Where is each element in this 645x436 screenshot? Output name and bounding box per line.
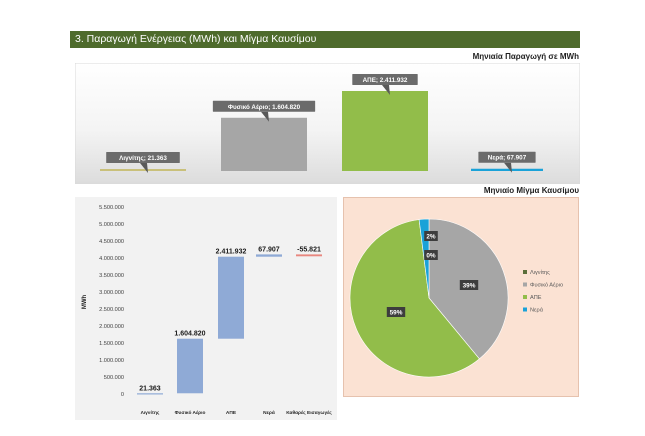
production-label-box-1 [106,152,180,163]
waterfall-y-tick-10: 5.000.000 [99,222,124,228]
pie-label-box-4 [424,231,438,241]
waterfall-data-label-2: 1.604.820 [174,331,205,338]
production-data-label-1: Λιγνίτης; 21.363 [119,155,167,162]
pie-slice-3 [349,219,480,378]
production-chart-background [74,62,581,185]
production-chart-panel: Λιγνίτης; 21.363 Φυσικό Αέριο; 1.604.820 Α… [74,62,581,185]
pie-legend-swatch-4 [523,307,527,312]
pie-legend-swatch-1 [523,270,527,274]
waterfall-bar-3 [218,256,244,339]
waterfall-y-tick-9: 4.500.000 [99,239,124,245]
waterfall-chart-background [75,197,337,420]
waterfall-bar-5 [296,254,322,257]
production-label-box-4 [478,151,536,163]
waterfall-bar-1 [137,393,163,395]
pie-legend-label-1: Λιγνίτης [530,270,550,276]
production-data-label-3: ΑΠΕ; 2.411.932 [363,77,408,84]
waterfall-bar-4 [256,254,282,257]
section-title: 3. Παραγωγή Ενέργειας (MWh) και Μίγμα Κα… [70,31,580,48]
waterfall-x-tick-2: Φυσικό Αέριο [175,410,206,416]
waterfall-chart-panel: 0 500.000 1.000.000 1.500.000 2.000.000 2.500… [75,197,337,420]
pie-legend-label-4: Νερά [530,307,544,314]
waterfall-y-tick-5: 2.500.000 [99,307,124,313]
waterfall-y-tick-4: 2.000.000 [99,324,124,330]
production-label-pointer-3 [382,85,390,95]
waterfall-x-tick-5: Καθαρές Εισαγωγές [286,410,332,416]
waterfall-y-tick-6: 3.000.000 [99,290,124,296]
waterfall-x-tick-4: Νερά [263,410,275,416]
pie-label-box-1 [424,250,438,260]
production-label-pointer-1 [140,163,148,173]
pie-data-label-4: 2% [426,234,436,241]
production-bar-chart: Λιγνίτης; 21.363 Φυσικό Αέριο; 1.604.820 Α… [74,62,581,185]
production-label-box-2 [212,100,316,112]
production-bar-4 [471,168,543,171]
waterfall-x-tick-3: ΑΠΕ [226,410,237,416]
pie-chart: 0% 39% 59% 2% Λιγνίτης Φυσικό Αέριο ΑΠΕ Νερά [343,197,579,397]
pie-legend-swatch-3 [523,295,527,299]
production-label-box-3 [352,74,418,85]
pie-label-box-2 [459,280,479,290]
waterfall-data-label-3: 2.411.932 [216,249,247,256]
pie-data-label-3: 59% [390,310,403,317]
waterfall-data-label-5: -55.821 [297,246,321,253]
waterfall-x-tick-1: Λιγνίτης [141,410,160,416]
production-label-pointer-4 [504,162,512,173]
production-data-label-2: Φυσικό Αέριο; 1.604.820 [228,104,301,111]
waterfall-y-tick-0: 0 [121,392,124,398]
pie-data-label-1: 0% [426,253,436,260]
monthly-production-title: Μηνιαία Παραγωγή σε MWh [472,52,579,61]
waterfall-y-tick-11: 5.500.000 [99,205,124,211]
production-label-pointer-2 [261,111,269,122]
production-data-label-4: Νερά; 67.907 [488,155,527,162]
waterfall-y-tick-1: 500.000 [104,375,124,381]
waterfall-bar-2 [177,338,203,394]
waterfall-data-label-1: 21.363 [139,385,161,392]
pie-legend-label-2: Φυσικό Αέριο [530,282,563,289]
pie-chart-panel: 0% 39% 59% 2% Λιγνίτης Φυσικό Αέριο ΑΠΕ Νερά [343,197,579,397]
waterfall-y-tick-7: 3.500.000 [99,273,124,279]
monthly-mix-title: Μηνιαίο Μίγμα Καυσίμου [483,186,579,195]
waterfall-y-tick-2: 1.000.000 [99,358,124,364]
waterfall-chart: 0 500.000 1.000.000 1.500.000 2.000.000 2.500… [75,197,337,420]
production-bar-2 [221,117,307,171]
pie-legend-swatch-2 [523,282,527,287]
pie-label-box-3 [386,307,406,317]
pie-data-label-2: 39% [463,283,476,290]
pie-legend-label-3: ΑΠΕ [530,295,542,301]
waterfall-y-tick-8: 4.000.000 [99,256,124,262]
production-bar-1 [100,169,186,171]
waterfall-y-axis-label: MWh [82,295,88,310]
production-bar-3 [342,91,428,171]
waterfall-y-tick-3: 1.500.000 [99,341,124,347]
waterfall-data-label-4: 67.907 [258,246,280,253]
